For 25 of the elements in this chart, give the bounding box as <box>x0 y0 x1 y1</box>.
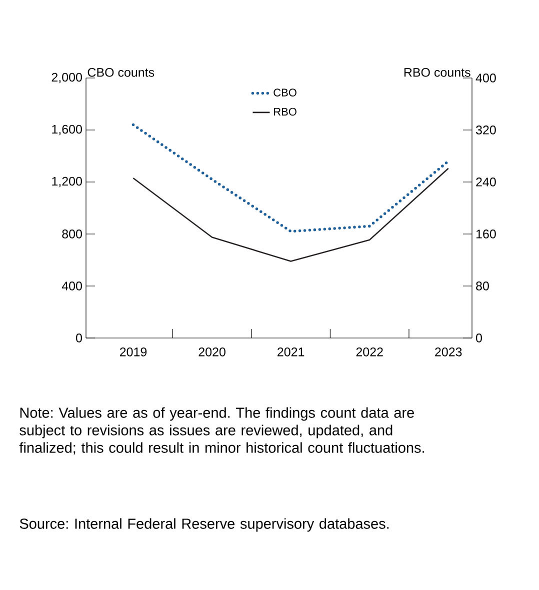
y-tick-label: 400 <box>62 282 82 290</box>
y2-tick-label: 320 <box>476 126 496 134</box>
legend-label: CBO <box>274 88 296 96</box>
source-note: Source: Internal Federal Reserve supervisory databases. <box>20 518 389 532</box>
y2-tick-label: 240 <box>476 178 496 186</box>
y-tick-label: 0 <box>76 334 82 342</box>
line-series <box>132 168 450 262</box>
y-axis-title: CBO counts <box>88 68 154 77</box>
y-tick-label: 1,600 <box>52 124 82 136</box>
y-tick-label: 2,000 <box>52 72 82 84</box>
x-tick-label: 2020 <box>198 348 226 356</box>
y2-tick-label: 80 <box>476 282 489 290</box>
y-tick-label: 800 <box>62 230 82 238</box>
y2-tick-label: 0 <box>476 334 482 342</box>
y2-axis-title: RBO counts <box>404 68 470 77</box>
y2-tick-label: 400 <box>476 74 496 82</box>
legend-label: RBO <box>274 108 296 116</box>
x-tick-label: 2022 <box>356 348 383 356</box>
x-tick-label: 2019 <box>120 348 147 356</box>
x-tick-label: 2021 <box>278 348 304 356</box>
x-tick-label: 2023 <box>435 348 462 356</box>
y-tick-label: 1,200 <box>52 176 82 188</box>
line-series <box>132 123 450 233</box>
y2-tick-label: 160 <box>476 230 496 238</box>
text: Note: Values are as of year-end. The findings count data are subject to revisions as issues are reviewed, updated, and finalized; this could result in minor historical count fluctuations. <box>19 407 424 455</box>
